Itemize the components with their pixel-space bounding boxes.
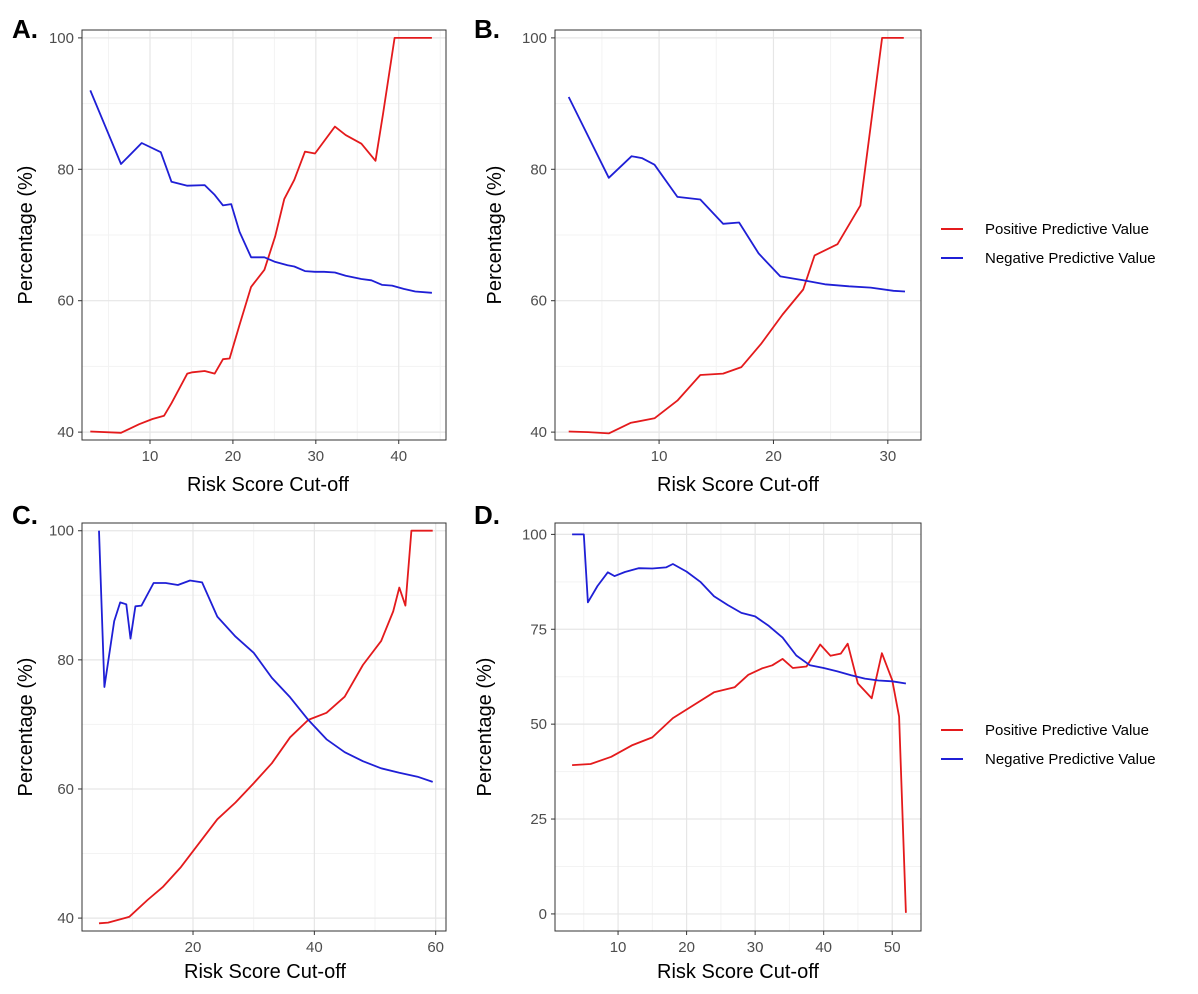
x-axis-title: Risk Score Cut-off — [187, 474, 349, 496]
y-axis-title: Percentage (%) — [484, 166, 506, 305]
x-tick-label: 20 — [225, 448, 242, 465]
panel-letter: C. — [12, 500, 38, 530]
legend-label: Negative Predictive Value — [985, 751, 1156, 768]
x-tick-label: 50 — [884, 939, 901, 956]
series-line-negative-predictive-value — [98, 530, 433, 783]
x-axis-title: Risk Score Cut-off — [657, 474, 819, 496]
y-tick-label: 60 — [530, 293, 547, 310]
plot-background — [555, 523, 921, 931]
legend-2: Positive Predictive Value Negative Predic… — [941, 722, 1156, 768]
legend-label: Positive Predictive Value — [985, 221, 1149, 238]
x-axis-title: Risk Score Cut-off — [184, 961, 346, 983]
series-line-negative-predictive-value — [567, 96, 906, 293]
y-axis-title: Percentage (%) — [474, 658, 496, 797]
x-tick-label: 30 — [747, 939, 764, 956]
x-tick-label: 20 — [185, 939, 202, 956]
series-line-negative-predictive-value — [572, 533, 907, 685]
x-tick-label: 20 — [765, 448, 782, 465]
series-line-positive-predictive-value — [572, 642, 907, 913]
plot-background — [82, 523, 446, 931]
panel-c: C. 20 40 60 40 60 80 100 Risk Score Cut-off Perce… — [12, 500, 447, 983]
series-line-positive-predictive-value — [98, 529, 433, 925]
panel-d: D. 10 20 30 40 50 0 25 50 75 100 Risk Score Cut-off… — [474, 500, 922, 983]
x-tick-label: 10 — [651, 448, 668, 465]
x-tick-label: 40 — [306, 939, 323, 956]
y-axis-title: Percentage (%) — [15, 658, 37, 797]
y-tick-label: 80 — [57, 161, 74, 178]
plot-frame — [554, 29, 922, 441]
y-tick-label: 50 — [530, 716, 547, 733]
y-tick-label: 100 — [49, 523, 74, 540]
legend-1: Positive Predictive Value Negative Predic… — [941, 221, 1156, 267]
x-tick-label: 10 — [610, 939, 627, 956]
y-tick-label: 0 — [539, 906, 547, 923]
y-tick-label: 80 — [57, 652, 74, 669]
x-tick-label: 40 — [815, 939, 832, 956]
x-tick-label: 10 — [142, 448, 159, 465]
panel-letter: B. — [474, 14, 500, 44]
plot-frame — [81, 29, 447, 441]
legend-label: Positive Predictive Value — [985, 722, 1149, 739]
legend-label: Negative Predictive Value — [985, 250, 1156, 267]
x-axis-title: Risk Score Cut-off — [657, 961, 819, 983]
y-tick-label: 40 — [57, 910, 74, 927]
y-tick-label: 100 — [522, 526, 547, 543]
series-line-negative-predictive-value — [89, 90, 432, 294]
plot-frame — [81, 522, 447, 932]
y-tick-label: 40 — [530, 424, 547, 441]
panel-letter: D. — [474, 500, 500, 530]
plot-frame — [554, 522, 922, 932]
x-tick-label: 30 — [879, 448, 896, 465]
y-tick-label: 25 — [530, 811, 547, 828]
y-tick-label: 60 — [57, 293, 74, 310]
y-tick-label: 40 — [57, 424, 74, 441]
y-axis-title: Percentage (%) — [15, 166, 37, 305]
x-tick-label: 30 — [307, 448, 324, 465]
x-tick-label: 40 — [390, 448, 407, 465]
y-tick-label: 75 — [530, 621, 547, 638]
y-tick-label: 60 — [57, 781, 74, 798]
y-tick-label: 100 — [522, 30, 547, 47]
y-tick-label: 100 — [49, 30, 74, 47]
y-tick-label: 80 — [530, 161, 547, 178]
panel-a: A. 10 20 30 40 40 60 80 100 Risk Score Cut-off Per… — [12, 14, 447, 496]
panel-b: B. 10 20 30 40 60 80 100 Risk Score Cut-off Perce… — [474, 14, 922, 496]
x-tick-label: 60 — [427, 939, 444, 956]
series-line-positive-predictive-value — [568, 37, 904, 435]
panel-letter: A. — [12, 14, 38, 44]
series-line-positive-predictive-value — [90, 37, 432, 434]
x-tick-label: 20 — [678, 939, 695, 956]
